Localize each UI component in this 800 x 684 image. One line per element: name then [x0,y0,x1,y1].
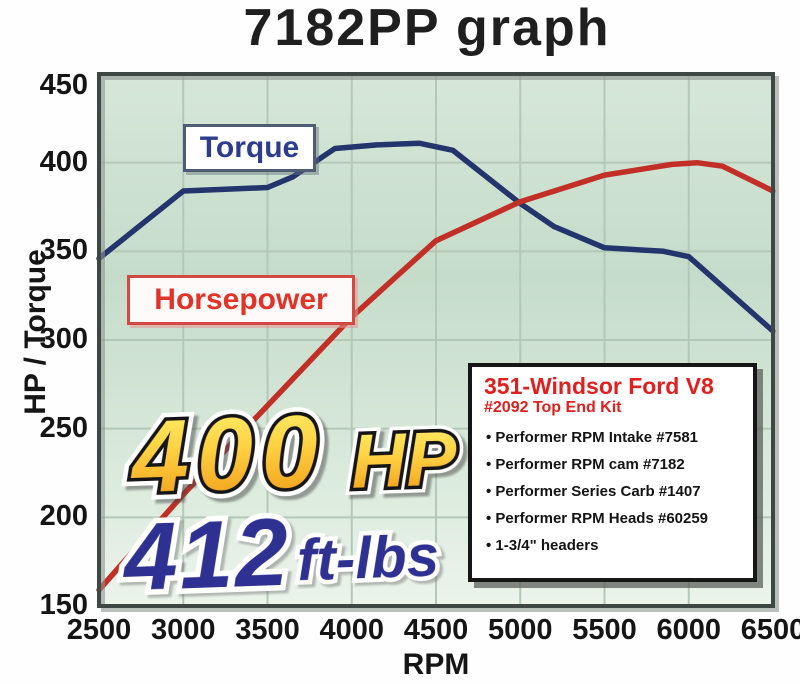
horsepower-series-label-text: Horsepower [154,283,328,316]
y-tick-label: 250 [39,411,88,444]
y-tick-label: 400 [39,145,88,178]
hp-callout-halo: 400 [128,394,328,515]
y-tick-label: 450 [39,69,88,101]
engine-part-item: Performer RPM Heads #60259 [486,505,745,532]
big-torque-callout: 412 ft-lbs 412 ft-lbs [115,493,445,617]
x-tick-label: 5500 [572,614,637,646]
engine-part-item: Performer RPM Intake #7581 [486,424,745,451]
x-tick-label: 2500 [66,614,132,646]
tq-callout-halo: 412 [120,499,292,612]
x-tick-label: 3500 [235,614,300,646]
engine-part-item: 1-3/4" headers [486,532,745,559]
x-tick-label: 4000 [319,614,384,646]
engine-info-title: 351-Windsor Ford V8 [484,373,714,399]
hp-callout-value: 400 [128,394,328,515]
tq-unit-halo: ft-lbs [296,523,440,593]
tq-callout-unit: ft-lbs [296,523,440,593]
y-tick-label: 350 [39,234,88,267]
x-tick-label: 6000 [656,614,721,646]
y-tick-label: 150 [39,589,88,621]
plot-frame [97,72,775,608]
engine-part-item: Performer Series Carb #1407 [486,478,745,505]
engine-info-box: 351-Windsor Ford V8 #2092 Top End Kit Pe… [468,363,757,582]
curves [96,140,776,593]
torque-series-label: Torque [183,124,316,172]
x-tick-label: 4500 [403,614,469,646]
engine-parts-list: Performer RPM Intake #7581Performer RPM … [486,424,745,559]
hp-callout-unit: HP [350,416,459,505]
x-tick-label: 6500 [740,614,800,646]
hp-unit-halo: HP [350,416,459,505]
torque-series-label-text: Torque [199,131,300,164]
y-tick-label: 300 [39,323,88,355]
tq-callout-value: 412 [120,499,292,612]
x-axis-title: RPM [402,648,470,681]
torque-curve [96,140,776,334]
horsepower-series-label: Horsepower [127,275,355,325]
y-tick-label: 200 [39,500,88,533]
horsepower-curve [96,159,776,593]
big-hp-callout: 400 HP 400 HP [120,386,466,523]
y-axis-title: HP / Torque [19,249,52,415]
page-title: 7182PP graph [243,0,611,57]
engine-part-item: Performer RPM cam #7182 [486,451,745,478]
x-tick-label: 5000 [487,614,553,646]
engine-info-subtitle: #2092 Top End Kit [484,399,622,417]
x-tick-label: 3000 [150,614,216,646]
